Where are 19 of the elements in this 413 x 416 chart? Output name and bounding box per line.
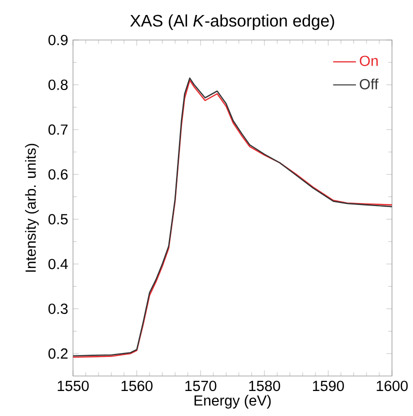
legend-label: Off: [360, 78, 379, 90]
y-tick-label: 0.9: [48, 34, 68, 46]
y-tick-label: 0.4: [48, 258, 68, 270]
y-tick-label: 0.6: [48, 169, 68, 180]
y-axis-title: Intensity (arb. units): [25, 144, 39, 272]
y-tick-label: 0.3: [48, 304, 68, 314]
x-axis-title: Energy (eV): [194, 394, 271, 409]
y-tick-label: 0.7: [48, 124, 68, 135]
y-tick-label: 0.2: [48, 348, 68, 359]
x-tick-label: 1570: [186, 380, 216, 392]
y-tick-label: 0.5: [48, 214, 68, 224]
x-tick-label: 1590: [313, 380, 344, 392]
x-tick-label: 1560: [122, 380, 153, 392]
legend-label: On: [360, 56, 378, 66]
x-tick-label: 1550: [58, 380, 89, 392]
x-tick-label: 1600: [376, 380, 408, 392]
x-tick-label: 1580: [249, 380, 280, 392]
y-tick-label: 0.8: [48, 80, 68, 90]
chart-title: XAS (Al K-absorption edge): [130, 14, 334, 30]
